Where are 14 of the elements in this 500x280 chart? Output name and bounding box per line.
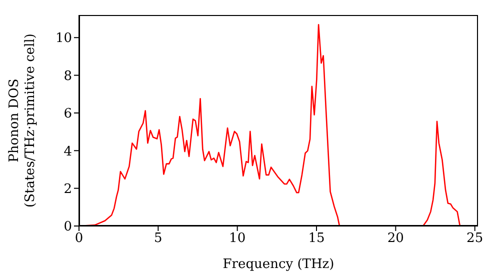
- x-axis-title: Frequency (THz): [222, 257, 334, 272]
- x-tick-label: 5: [154, 231, 162, 246]
- y-tick-label: 8: [64, 68, 72, 84]
- x-tick-label: 0: [74, 231, 84, 246]
- x-tick-label: 20: [387, 231, 404, 246]
- x-tick-label: 25: [466, 231, 484, 246]
- y-tick-label: 6: [64, 106, 72, 122]
- y-tick-label: 2: [64, 182, 72, 197]
- y-tick-label: 0: [64, 220, 72, 235]
- x-tick-label: 15: [308, 231, 325, 246]
- y-tick-label: 10: [55, 31, 72, 46]
- y-tick-label: 4: [64, 144, 72, 160]
- x-tick-label: 10: [229, 231, 246, 246]
- y-axis-title: Phonon DOS (States/THz·primitive cell): [7, 33, 38, 208]
